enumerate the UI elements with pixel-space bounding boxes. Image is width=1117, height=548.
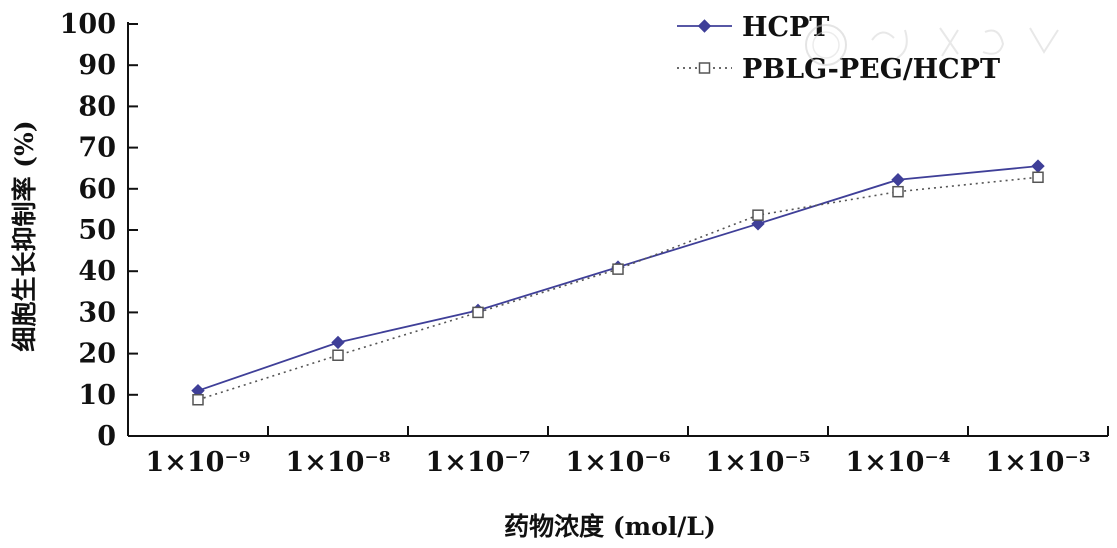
data-point xyxy=(472,306,484,319)
watermark-seal-icon xyxy=(805,24,1059,66)
series-group xyxy=(191,159,1045,406)
y-axis-title: 细胞生长抑制率 (%) xyxy=(10,120,39,351)
x-ticks: 1×10⁻⁹ 1×10⁻⁸ 1×10⁻⁷ 1×10⁻⁶ 1×10⁻⁵ 1×10⁻⁴ 1×10… xyxy=(127,426,1109,478)
y-tick-label: 80 xyxy=(78,91,116,122)
x-tick-label: 1×10⁻³ xyxy=(985,447,1090,478)
x-axis-title: 药物浓度 (mol/L) xyxy=(504,512,716,541)
data-point xyxy=(331,335,345,350)
x-tick-label: 1×10⁻⁶ xyxy=(565,447,670,478)
x-tick-label: 1×10⁻⁴ xyxy=(845,447,950,478)
x-tick-label: 1×10⁻⁸ xyxy=(285,447,390,478)
y-tick-label: 50 xyxy=(78,215,116,246)
data-point xyxy=(192,393,204,406)
legend-label: PBLG-PEG/HCPT xyxy=(742,54,1000,85)
y-tick-label: 10 xyxy=(78,380,116,411)
data-point xyxy=(891,173,905,187)
y-tick-label: 40 xyxy=(78,256,116,287)
data-point xyxy=(752,209,764,221)
y-tick-label: 60 xyxy=(78,174,116,205)
x-tick-label: 1×10⁻⁵ xyxy=(705,447,810,478)
data-point xyxy=(332,349,344,361)
y-tick-label: 90 xyxy=(78,50,116,81)
y-tick-label: 100 xyxy=(60,9,116,40)
x-tick-label: 1×10⁻⁹ xyxy=(145,447,250,478)
series-line xyxy=(197,165,1039,392)
data-point xyxy=(1031,159,1045,173)
data-point xyxy=(612,263,624,275)
x-tick-label: 1×10⁻⁷ xyxy=(425,447,530,478)
legend-marker xyxy=(698,62,711,74)
y-ticks: 0 10 20 30 40 50 60 70 80 90 100 xyxy=(60,9,138,452)
series-2 xyxy=(192,171,1044,406)
data-point xyxy=(892,185,904,198)
y-tick-label: 70 xyxy=(78,133,116,164)
legend-marker xyxy=(697,19,712,33)
y-tick-label: 20 xyxy=(78,339,116,370)
y-tick-label: 30 xyxy=(78,297,116,328)
series-line xyxy=(197,176,1039,401)
data-point xyxy=(1032,171,1044,184)
y-tick-label: 0 xyxy=(97,421,116,452)
